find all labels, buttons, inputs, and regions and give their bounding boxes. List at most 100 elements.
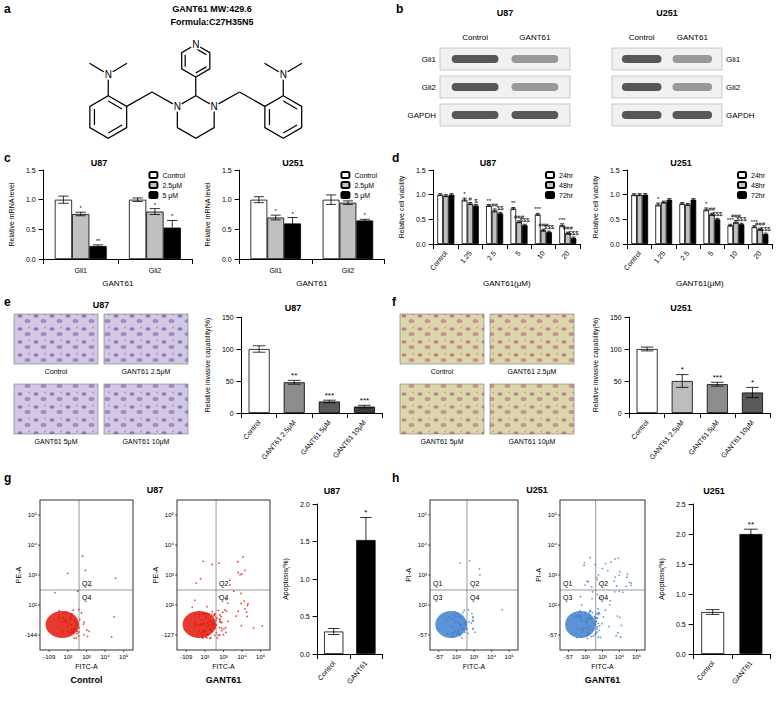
svg-text:10⁴: 10⁴ <box>237 654 247 660</box>
svg-text:GANT61 5μM: GANT61 5μM <box>687 419 721 457</box>
svg-text:Relative invasive capability(%: Relative invasive capability(%) <box>592 318 600 413</box>
svg-text:U251: U251 <box>670 303 692 313</box>
svg-text:Q1: Q1 <box>433 580 442 588</box>
svg-text:GANT61: GANT61 <box>206 675 242 685</box>
svg-text:U87: U87 <box>480 158 497 168</box>
svg-text:Control: Control <box>462 33 488 42</box>
svg-text:d: d <box>392 151 399 165</box>
svg-text:***: *** <box>534 206 542 212</box>
svg-text:Control: Control <box>629 33 655 42</box>
svg-text:1.0: 1.0 <box>416 191 426 198</box>
svg-text:-109: -109 <box>180 654 193 660</box>
svg-text:*: * <box>275 208 278 214</box>
svg-text:$$: $$ <box>497 205 504 211</box>
svg-text:2.0: 2.0 <box>300 501 310 508</box>
svg-text:72hr: 72hr <box>559 192 574 199</box>
svg-text:10⁵: 10⁵ <box>165 512 175 518</box>
svg-text:#: # <box>469 196 473 202</box>
svg-text:***: *** <box>360 396 369 405</box>
svg-text:Control: Control <box>71 675 103 685</box>
svg-text:Gli1: Gli1 <box>422 55 437 64</box>
svg-text:0: 0 <box>618 410 622 417</box>
svg-text:GANT61 10μM: GANT61 10μM <box>720 419 756 460</box>
svg-text:10⁴: 10⁴ <box>548 542 558 548</box>
svg-text:U87: U87 <box>497 8 514 18</box>
svg-text:Gli2: Gli2 <box>342 267 355 274</box>
svg-text:10⁴: 10⁴ <box>418 542 428 548</box>
svg-text:GAPDH: GAPDH <box>726 111 755 120</box>
svg-text:N: N <box>105 69 112 80</box>
svg-text:10⁵: 10⁵ <box>418 512 428 518</box>
svg-text:***: *** <box>559 217 567 223</box>
svg-text:PE-A: PE-A <box>152 567 159 584</box>
svg-text:Control: Control <box>431 368 454 375</box>
svg-text:0.0: 0.0 <box>416 241 426 248</box>
svg-text:$$$: $$$ <box>712 211 723 217</box>
svg-text:2.5: 2.5 <box>679 250 691 262</box>
svg-text:1.0: 1.0 <box>676 591 686 598</box>
svg-text:1.0: 1.0 <box>300 576 310 583</box>
svg-text:GANT61: GANT61 <box>296 279 328 288</box>
svg-text:2.0: 2.0 <box>676 531 686 538</box>
svg-text:10⁴: 10⁴ <box>487 654 497 660</box>
svg-text:$$$: $$$ <box>568 230 579 236</box>
svg-text:Control: Control <box>696 659 716 681</box>
svg-text:N: N <box>174 101 181 112</box>
svg-text:FITC-A: FITC-A <box>75 663 98 670</box>
svg-text:$$$: $$$ <box>761 226 772 232</box>
svg-text:Gli1: Gli1 <box>726 55 741 64</box>
svg-text:0.0: 0.0 <box>676 651 686 658</box>
svg-text:10³: 10³ <box>165 572 174 578</box>
svg-text:U251: U251 <box>703 486 725 496</box>
svg-text:Q4: Q4 <box>219 594 228 602</box>
svg-text:$$$: $$$ <box>544 224 555 230</box>
svg-text:10⁵: 10⁵ <box>256 654 266 660</box>
svg-text:5 μM: 5 μM <box>162 192 178 200</box>
svg-text:**: ** <box>291 371 297 380</box>
svg-text:0.5: 0.5 <box>26 226 36 233</box>
svg-text:150: 150 <box>610 314 622 321</box>
svg-text:Gli1: Gli1 <box>269 267 282 274</box>
svg-text:U251: U251 <box>670 158 692 168</box>
svg-text:Control: Control <box>242 418 262 440</box>
svg-text:Q3: Q3 <box>433 594 442 602</box>
svg-text:GANT61 2.5μM: GANT61 2.5μM <box>260 419 298 462</box>
svg-text:Control: Control <box>429 249 449 271</box>
svg-text:Gli1: Gli1 <box>74 267 87 274</box>
svg-text:2.5μM: 2.5μM <box>162 182 182 190</box>
svg-text:Control: Control <box>622 249 642 271</box>
svg-text:1.25: 1.25 <box>459 250 473 265</box>
svg-text:h: h <box>392 471 399 485</box>
svg-text:a: a <box>4 2 11 16</box>
svg-text:GANT61: GANT61 <box>731 660 754 685</box>
svg-text:1.0: 1.0 <box>26 196 36 203</box>
svg-text:10⁴: 10⁴ <box>28 542 38 548</box>
svg-text:*: * <box>80 205 83 211</box>
svg-text:10²: 10² <box>28 602 37 608</box>
svg-text:Q2: Q2 <box>219 580 228 588</box>
svg-text:10²: 10² <box>165 602 174 608</box>
svg-text:0.5: 0.5 <box>610 216 620 223</box>
svg-text:-144: -144 <box>25 632 38 638</box>
svg-text:100: 100 <box>222 346 234 353</box>
svg-text:Q3: Q3 <box>563 594 572 602</box>
svg-text:10: 10 <box>536 250 546 261</box>
svg-text:U87: U87 <box>324 486 341 496</box>
svg-text:U87: U87 <box>147 485 164 495</box>
svg-text:20: 20 <box>560 250 570 261</box>
svg-text:10³: 10³ <box>219 654 228 660</box>
svg-text:Relative mRNA level: Relative mRNA level <box>204 182 211 246</box>
svg-text:72hr: 72hr <box>751 192 766 199</box>
svg-text:Q4: Q4 <box>599 594 608 602</box>
svg-text:GANT61 MW:429.6: GANT61 MW:429.6 <box>172 4 251 14</box>
svg-text:0.5: 0.5 <box>300 613 310 620</box>
svg-text:GANT61 2.5μM: GANT61 2.5μM <box>508 368 557 376</box>
svg-text:-57: -57 <box>564 654 573 660</box>
svg-text:Gli2: Gli2 <box>149 267 162 274</box>
svg-text:*: * <box>364 508 367 517</box>
svg-text:**: ** <box>96 238 101 244</box>
svg-text:GANT61(μM): GANT61(μM) <box>483 279 531 288</box>
svg-text:10: 10 <box>728 250 738 261</box>
svg-text:10⁵: 10⁵ <box>548 512 558 518</box>
svg-text:$: $ <box>474 198 478 204</box>
